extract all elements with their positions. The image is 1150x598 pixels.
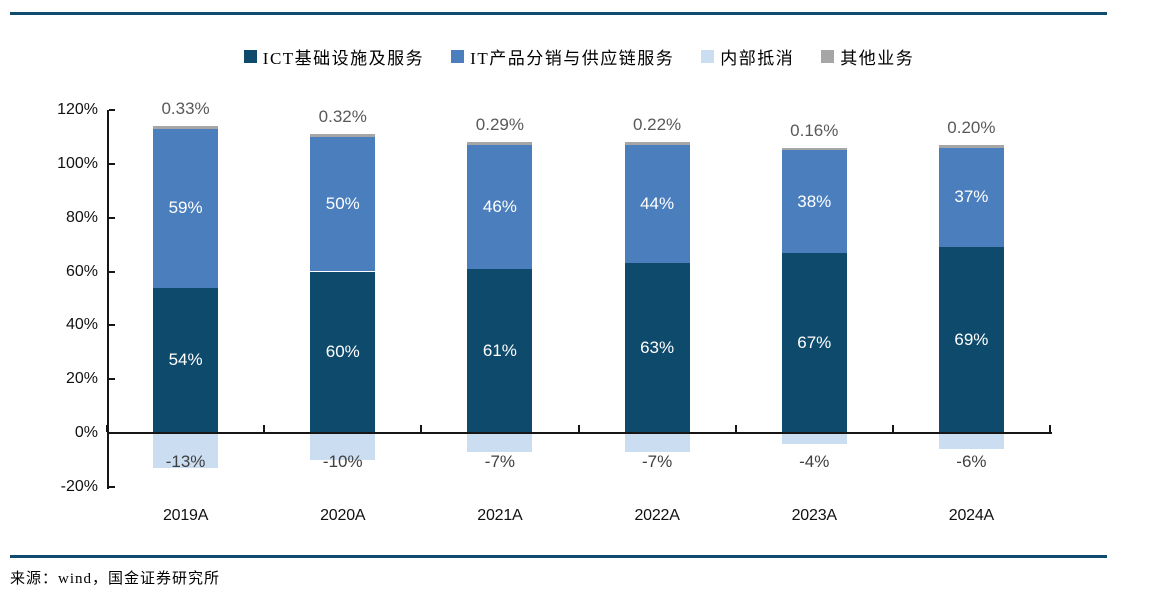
bar-segment-it-distribution bbox=[938, 147, 1004, 248]
x-axis-tick bbox=[106, 425, 108, 432]
legend-label: ICT基础设施及服务 bbox=[262, 49, 425, 68]
bar-segment-internal-offset bbox=[153, 434, 219, 468]
bar-segment-internal-offset bbox=[624, 434, 690, 452]
legend-item: IT产品分销与供应链服务 bbox=[451, 44, 674, 69]
bar-segment-it-distribution bbox=[310, 136, 376, 272]
legend-swatch-gray bbox=[821, 50, 835, 63]
source-note: 来源：wind，国金证券研究所 bbox=[10, 571, 221, 587]
bar-segment-internal-offset bbox=[938, 434, 1004, 450]
bar-value-label: 67% bbox=[797, 332, 832, 352]
y-axis-tick-label: 0% bbox=[74, 424, 98, 441]
y-axis-tick-label: 20% bbox=[65, 370, 98, 388]
y-axis-tick-label: 120% bbox=[57, 101, 98, 118]
top-border-rule bbox=[10, 12, 1107, 15]
bar-segment-other-business bbox=[153, 126, 219, 129]
y-axis-line bbox=[107, 110, 109, 489]
x-axis-tick bbox=[734, 425, 737, 432]
legend-item: ICT基础设施及服务 bbox=[243, 44, 425, 69]
legend-swatch-dark-blue bbox=[243, 50, 257, 63]
x-axis-label: 2021A bbox=[477, 507, 523, 524]
legend-swatch-light-blue bbox=[701, 50, 715, 63]
x-axis-tick bbox=[891, 425, 894, 432]
legend-label: IT产品分销与供应链服务 bbox=[470, 49, 675, 68]
x-axis-tick bbox=[1049, 425, 1051, 432]
chart-legend: ICT基础设施及服务 IT产品分销与供应链服务 内部抵消 其他业务 bbox=[108, 44, 1050, 69]
bar-value-label: 38% bbox=[797, 191, 832, 211]
x-axis-tick bbox=[420, 425, 423, 432]
x-axis-line bbox=[107, 432, 1052, 434]
bar-negative-label: -10% bbox=[322, 452, 363, 471]
x-axis-label: 2022A bbox=[634, 507, 680, 524]
x-axis-tick bbox=[263, 425, 266, 432]
bar-segment-it-distribution bbox=[153, 128, 219, 288]
x-axis-tick bbox=[577, 425, 580, 432]
bar-segment-other-business bbox=[624, 142, 690, 145]
y-axis-tick-label: 80% bbox=[65, 208, 98, 226]
x-axis-label: 2020A bbox=[320, 507, 366, 524]
bar-negative-label: -6% bbox=[956, 452, 987, 471]
y-axis-tick bbox=[109, 270, 115, 273]
y-axis-tick bbox=[109, 216, 115, 219]
bar-negative-label: -13% bbox=[165, 452, 206, 471]
bar-value-label: 63% bbox=[640, 338, 675, 358]
legend-swatch-medium-blue bbox=[451, 50, 465, 63]
x-axis-label: 2023A bbox=[791, 507, 837, 524]
bar-segment-other-business bbox=[310, 134, 376, 137]
bar-top-label: 0.33% bbox=[161, 99, 210, 119]
y-axis-tick bbox=[109, 109, 115, 111]
x-axis-label: 2019A bbox=[162, 507, 209, 524]
bar-segment-it-distribution bbox=[467, 144, 533, 269]
legend-label: 内部抵消 bbox=[720, 49, 795, 68]
bar-top-label: 0.20% bbox=[947, 118, 996, 138]
bar-top-label: 0.32% bbox=[318, 107, 367, 127]
bar-negative-label: -7% bbox=[484, 452, 516, 471]
y-axis-tick-label: -20% bbox=[60, 477, 98, 495]
legend-item: 内部抵消 bbox=[701, 44, 794, 69]
bar-segment-ict bbox=[624, 263, 690, 433]
bar-segment-other-business bbox=[467, 142, 533, 145]
bar-value-label: 37% bbox=[954, 187, 989, 207]
y-axis-tick bbox=[109, 162, 115, 165]
bottom-border-rule bbox=[10, 555, 1107, 558]
bar-segment-it-distribution bbox=[624, 144, 690, 264]
bar-value-label: 61% bbox=[482, 340, 517, 360]
bar-top-label: 0.22% bbox=[632, 115, 682, 135]
bar-segment-other-business bbox=[938, 145, 1004, 148]
y-axis-tick-label: 60% bbox=[65, 262, 98, 280]
legend-label: 其他业务 bbox=[840, 49, 915, 68]
y-axis-tick-label: 100% bbox=[57, 154, 98, 172]
bar-negative-label: -4% bbox=[799, 452, 830, 471]
bar-value-label: 60% bbox=[325, 342, 360, 362]
bar-segment-other-business bbox=[781, 147, 847, 151]
y-axis-tick bbox=[109, 485, 115, 488]
bar-segment-internal-offset bbox=[310, 434, 376, 460]
bar-segment-it-distribution bbox=[781, 150, 847, 253]
y-axis-tick-label: 40% bbox=[65, 316, 98, 334]
bar-segment-ict bbox=[467, 268, 533, 433]
bar-segment-ict bbox=[781, 252, 847, 433]
bar-top-label: 0.16% bbox=[790, 120, 839, 140]
bar-value-label: 46% bbox=[482, 196, 517, 216]
bar-segment-internal-offset bbox=[467, 434, 533, 452]
bar-value-label: 69% bbox=[954, 330, 989, 350]
legend-item: 其他业务 bbox=[821, 44, 914, 69]
y-axis-tick bbox=[109, 324, 115, 327]
bar-negative-label: -7% bbox=[641, 452, 673, 471]
y-axis-tick bbox=[109, 378, 115, 381]
x-axis-label: 2024A bbox=[948, 507, 995, 524]
bar-value-label: 54% bbox=[168, 350, 203, 370]
bar-value-label: 50% bbox=[325, 194, 360, 214]
bar-segment-ict bbox=[153, 287, 219, 433]
bar-value-label: 59% bbox=[168, 198, 203, 218]
bar-segment-ict bbox=[938, 247, 1004, 433]
bar-segment-ict bbox=[310, 271, 376, 433]
bar-value-label: 44% bbox=[640, 194, 675, 214]
bar-top-label: 0.29% bbox=[475, 115, 524, 135]
bar-segment-internal-offset bbox=[781, 434, 847, 444]
